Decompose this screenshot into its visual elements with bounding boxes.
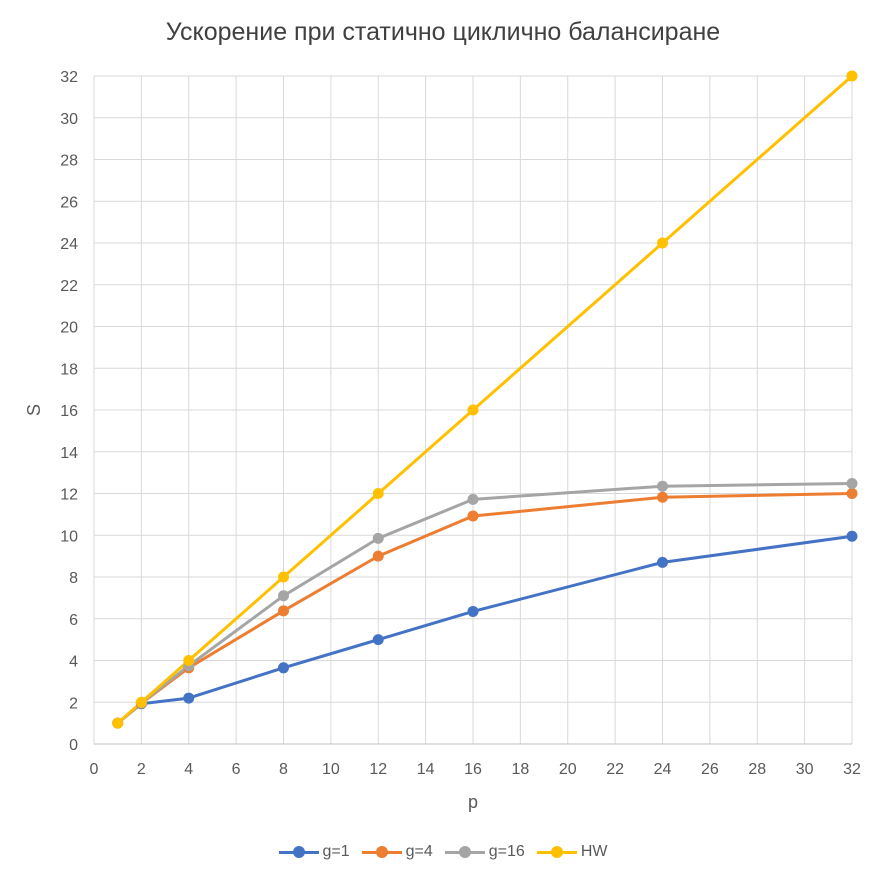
- data-point-g=16: [846, 477, 858, 489]
- data-point-HW: [112, 717, 124, 729]
- data-point-HW: [183, 655, 195, 666]
- y-tick-label: 12: [60, 487, 78, 504]
- y-tick-label: 28: [60, 153, 78, 170]
- y-tick-label: 14: [60, 445, 78, 462]
- data-point-HW: [657, 237, 668, 249]
- y-axis-title: S: [24, 404, 44, 416]
- x-tick-label: 2: [137, 761, 146, 778]
- x-tick-label: 28: [748, 761, 766, 778]
- x-tick-label: 30: [796, 761, 814, 778]
- data-point-g=4: [278, 605, 289, 617]
- data-point-HW: [467, 404, 479, 416]
- y-tick-label: 26: [60, 194, 78, 211]
- data-point-g=1: [467, 605, 479, 617]
- y-tick-label: 30: [60, 111, 78, 128]
- data-point-HW: [846, 70, 858, 82]
- y-tick-label: 10: [60, 528, 78, 545]
- x-tick-label: 32: [843, 761, 861, 778]
- x-tick-label: 12: [369, 761, 387, 778]
- legend-swatch: [444, 845, 485, 859]
- y-tick-label: 32: [60, 69, 78, 86]
- data-point-HW: [135, 696, 147, 708]
- x-tick-label: 22: [606, 761, 624, 778]
- y-tick-label: 20: [60, 320, 78, 337]
- x-tick-label: 0: [90, 761, 99, 778]
- x-tick-label: 20: [559, 761, 577, 778]
- legend-swatch: [278, 845, 319, 859]
- x-tick-label: 16: [464, 761, 482, 778]
- legend-swatch: [361, 845, 402, 859]
- data-point-g=1: [183, 692, 195, 704]
- legend-label: HW: [580, 843, 608, 860]
- y-tick-label: 24: [60, 236, 78, 253]
- data-point-HW: [278, 571, 289, 583]
- x-tick-label: 6: [232, 761, 241, 778]
- y-tick-label: 4: [69, 654, 78, 671]
- x-tick-label: 8: [279, 761, 288, 778]
- legend: g=1 g=4 g=16 HW: [0, 843, 886, 861]
- legend-item-HW: HW: [536, 843, 608, 861]
- data-point-g=1: [372, 634, 384, 646]
- data-point-g=16: [278, 590, 289, 602]
- x-tick-labels: 0 2 4 6 8 10 12 14 16 18 20 22 24 26 28 30 32: [90, 761, 861, 778]
- data-point-g=1: [657, 556, 668, 568]
- series-line-g=16: [116, 481, 853, 725]
- data-point-g=1: [846, 530, 858, 542]
- x-tick-label: 26: [701, 761, 719, 778]
- data-point-g=16: [657, 480, 668, 492]
- legend-label: g=16: [488, 843, 525, 860]
- x-axis-title: p: [468, 792, 478, 812]
- legend-swatch: [536, 845, 577, 859]
- chart-title: Ускорение при статично циклично балансир…: [165, 18, 721, 46]
- data-point-HW: [372, 488, 384, 499]
- data-point-g=16: [467, 493, 479, 505]
- series-line-g=1: [116, 534, 853, 725]
- x-tick-label: 4: [184, 761, 193, 778]
- x-tick-label: 10: [322, 761, 340, 778]
- data-point-g=4: [846, 488, 858, 499]
- legend-item-g=1: g=1: [278, 843, 350, 861]
- y-tick-label: 8: [69, 570, 78, 587]
- y-tick-label: 16: [60, 403, 78, 420]
- data-point-g=1: [278, 662, 289, 674]
- y-tick-label: 18: [60, 361, 78, 378]
- y-tick-label: 0: [69, 737, 78, 754]
- series-points: [112, 70, 858, 729]
- x-tick-label: 24: [654, 761, 672, 778]
- y-tick-label: 6: [69, 612, 78, 629]
- data-point-g=4: [372, 550, 384, 562]
- legend-label: g=4: [405, 843, 433, 860]
- series-lines: [116, 74, 853, 725]
- x-tick-label: 18: [511, 761, 529, 778]
- data-point-g=4: [657, 491, 668, 503]
- legend-item-g=16: g=16: [444, 843, 525, 861]
- series-line-HW: [116, 74, 853, 725]
- legend-label: g=1: [322, 843, 350, 860]
- y-tick-label: 22: [60, 278, 78, 295]
- legend-item-g=4: g=4: [361, 843, 433, 861]
- y-tick-label: 2: [69, 695, 78, 712]
- grid: [93, 75, 853, 745]
- data-point-g=4: [467, 510, 479, 522]
- data-point-g=16: [372, 532, 384, 544]
- x-tick-label: 14: [417, 761, 435, 778]
